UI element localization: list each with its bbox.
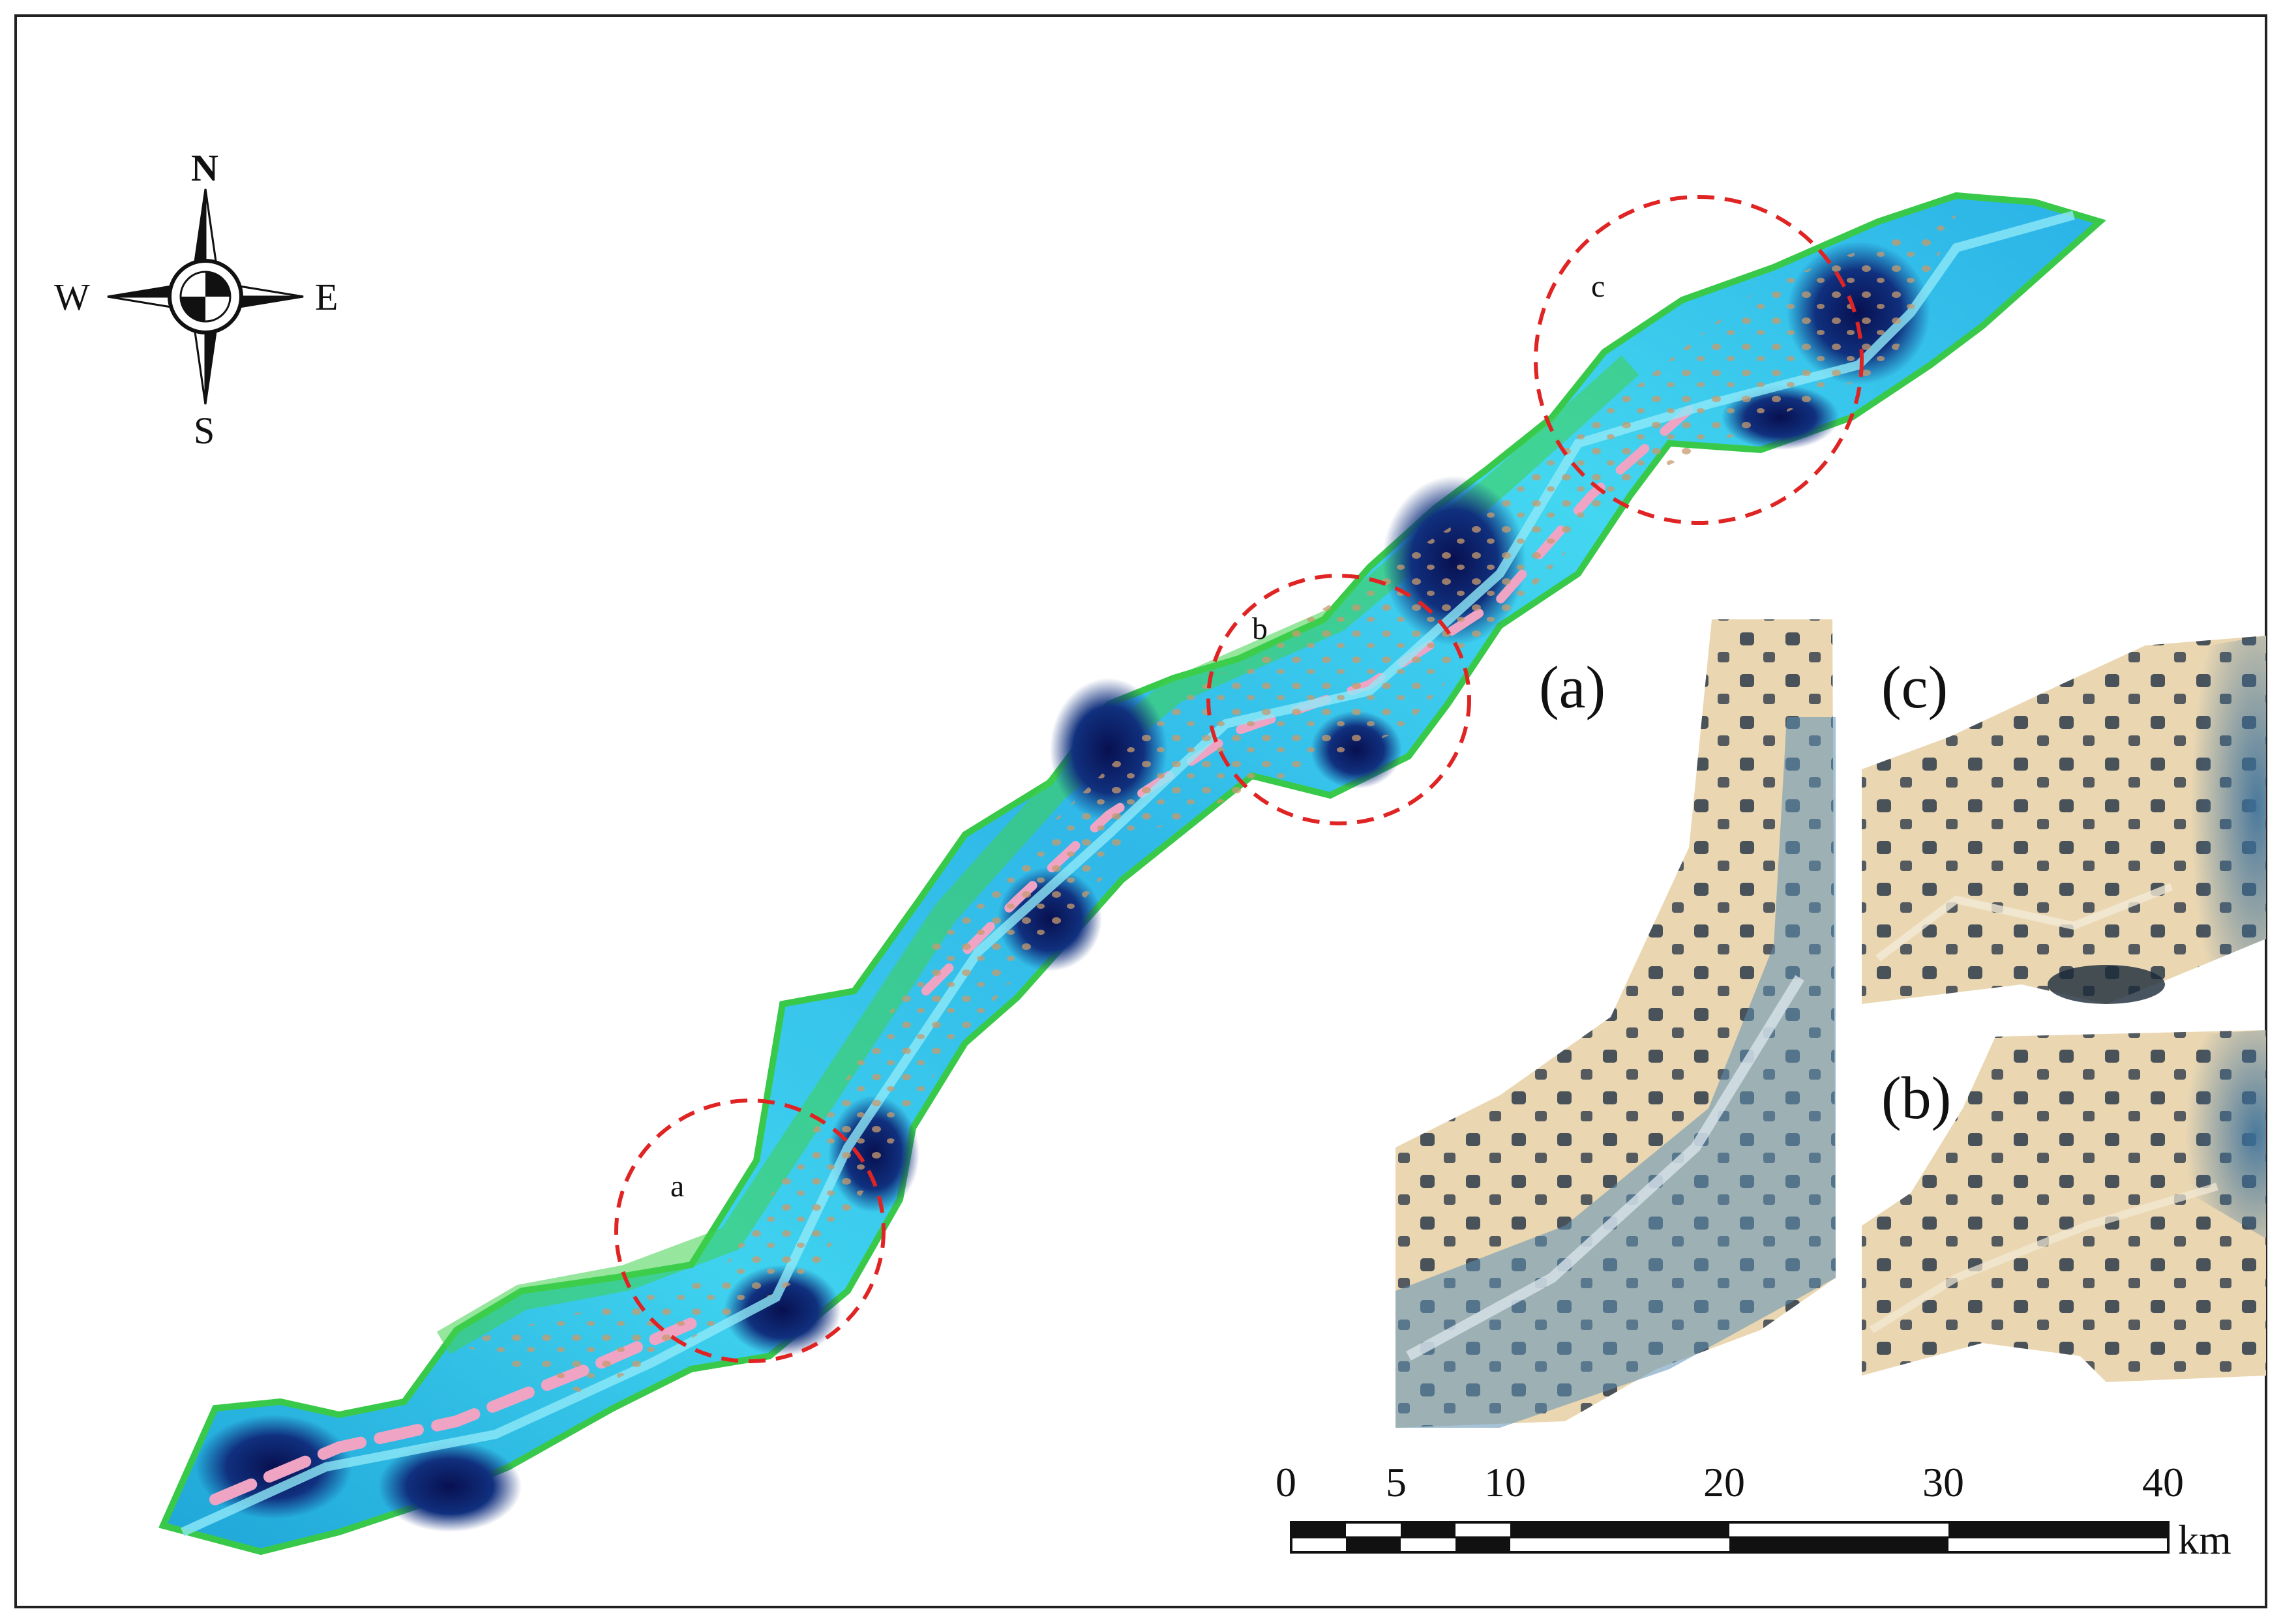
inset-label-b: (b) [1881,1065,1951,1131]
highlight-circle-b [1206,574,1471,825]
compass-label-north: N [191,147,218,189]
scale-tick-30: 30 [1922,1459,1964,1505]
compass-label-south: S [194,409,215,452]
highlight-circle-a [614,1099,886,1363]
compass-label-east: E [315,276,338,318]
circle-label-b: b [1252,612,1268,646]
scale-tick-0: 0 [1276,1459,1296,1505]
scale-tick-5: 5 [1386,1459,1407,1505]
scale-bar: 0 5 10 20 30 40 km [1276,1459,2231,1563]
scale-tick-20: 20 [1703,1459,1745,1505]
compass-rose: N S W E [54,147,338,452]
scale-unit: km [2178,1516,2231,1563]
circle-label-a: a [670,1169,684,1203]
inset-panel-c: (c) [1862,636,2266,1004]
scale-tick-10: 10 [1484,1459,1526,1505]
compass-label-west: W [54,276,90,318]
dot-field [456,215,1956,1395]
inset-panel-a: (a) [1395,619,1836,1428]
highlight-circle-c [1534,195,1864,525]
deep-water-zone [378,1441,522,1532]
scale-tick-40: 40 [2142,1459,2184,1505]
inset-label-a: (a) [1539,654,1605,720]
inset-label-c: (c) [1881,654,1948,720]
circle-label-c: c [1591,269,1605,304]
inset-panel-b: (b) [1862,1030,2266,1382]
river-valley-map: a b c [158,192,2107,1556]
